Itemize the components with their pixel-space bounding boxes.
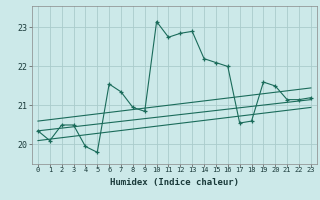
X-axis label: Humidex (Indice chaleur): Humidex (Indice chaleur) xyxy=(110,178,239,187)
